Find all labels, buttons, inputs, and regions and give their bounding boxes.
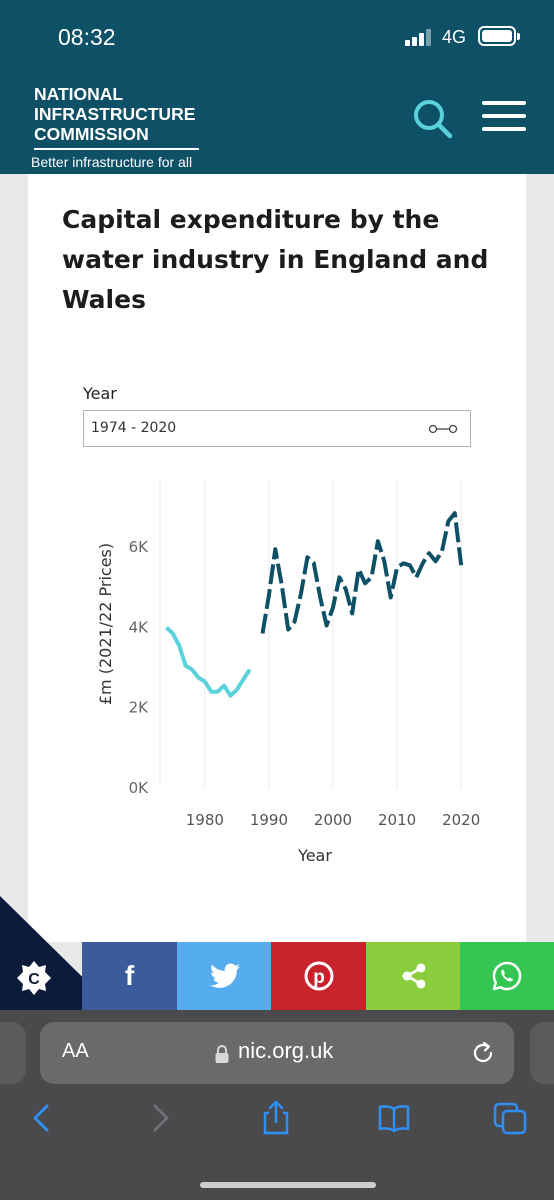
pinterest-icon: p	[304, 961, 333, 991]
share-nodes-icon	[402, 963, 425, 989]
logo-line: INFRASTRUCTURE	[34, 104, 196, 124]
lock-icon	[215, 1045, 229, 1063]
share-icon[interactable]	[258, 1100, 294, 1136]
text-size-button[interactable]: AA	[62, 1040, 89, 1062]
facebook-icon: f	[124, 960, 135, 991]
x-tick-label: 1990	[250, 811, 288, 829]
generic-share-button[interactable]	[366, 942, 461, 1010]
twitter-icon	[209, 963, 240, 988]
hamburger-menu-icon	[482, 101, 526, 105]
forward-icon[interactable]	[142, 1100, 178, 1136]
url-text[interactable]: nic.org.uk	[238, 1038, 334, 1063]
series-line	[260, 511, 464, 634]
reload-icon[interactable]	[470, 1040, 496, 1066]
menu-button[interactable]	[482, 101, 526, 133]
x-axis-label: Year	[297, 846, 332, 865]
search-button[interactable]	[410, 96, 454, 140]
series-line	[165, 626, 252, 698]
tagline: Better infrastructure for all	[31, 154, 193, 170]
cookie-icon: C	[17, 961, 51, 995]
y-tick-label: 0K	[129, 779, 150, 797]
svg-text:C: C	[28, 971, 40, 988]
logo-line: COMMISSION	[34, 124, 149, 144]
battery-icon	[478, 26, 520, 46]
svg-text:p: p	[313, 967, 325, 988]
filter-label: Year	[83, 384, 117, 403]
x-tick-label: 2020	[442, 811, 480, 829]
home-indicator	[200, 1182, 376, 1188]
whatsapp-icon	[492, 961, 522, 991]
chart-card: Capital expenditure by the water industr…	[28, 174, 526, 942]
facebook-share-button[interactable]: f	[82, 942, 177, 1010]
site-header: 08:32 4G NATIONAL INFRASTRUCTURE COMMISS…	[0, 0, 554, 174]
network-type: 4G	[442, 27, 467, 47]
year-range-filter[interactable]: 1974 - 2020	[83, 410, 471, 447]
status-time: 08:32	[58, 24, 116, 50]
signal-icon	[405, 28, 435, 46]
next-tab-preview[interactable]	[530, 1022, 554, 1084]
chart-title: Capital expenditure by the water industr…	[62, 205, 489, 314]
y-tick-label: 6K	[129, 538, 150, 556]
address-bar[interactable]: AA nic.org.uk	[40, 1022, 514, 1084]
bookmarks-icon[interactable]	[376, 1100, 412, 1136]
previous-tab-preview[interactable]	[0, 1022, 26, 1084]
y-axis-label: £m (2021/22 Prices)	[96, 543, 115, 705]
filter-value: 1974 - 2020	[91, 420, 177, 436]
logo-rule	[34, 148, 199, 150]
y-tick-label: 4K	[129, 618, 150, 636]
y-tick-label: 2K	[129, 699, 150, 717]
x-tick-label: 2010	[378, 811, 416, 829]
back-icon[interactable]	[24, 1100, 60, 1136]
x-tick-label: 1980	[186, 811, 224, 829]
tabs-icon[interactable]	[493, 1100, 529, 1136]
search-icon	[414, 100, 453, 139]
site-logo[interactable]: NATIONAL INFRASTRUCTURE COMMISSION	[34, 84, 195, 144]
range-slider-icon	[428, 424, 458, 434]
whatsapp-share-button[interactable]	[460, 942, 554, 1010]
pinterest-share-button[interactable]: p	[271, 942, 366, 1010]
line-chart: 1980 1990 2000 2010 2020 0K 2K 4K 6K Year £m (20…	[96, 479, 480, 865]
twitter-share-button[interactable]	[177, 942, 272, 1010]
x-tick-label: 2000	[314, 811, 352, 829]
logo-line: NATIONAL	[34, 84, 124, 104]
browser-chrome: AA nic.org.uk	[0, 1010, 554, 1200]
